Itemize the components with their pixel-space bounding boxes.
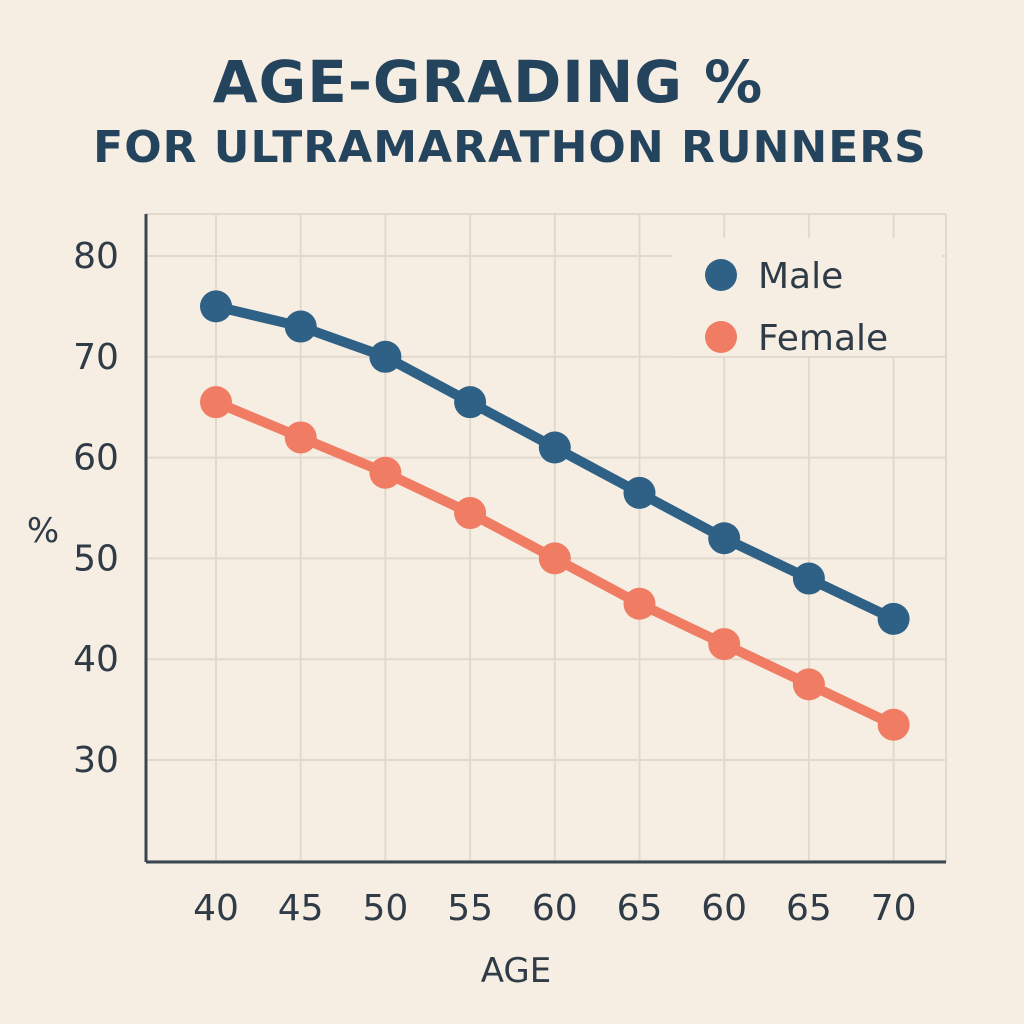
data-point-female — [623, 587, 656, 620]
y-tick-label: 40 — [73, 639, 119, 680]
data-point-male — [877, 602, 910, 635]
data-point-male — [538, 431, 571, 464]
series — [200, 290, 910, 741]
chart-title: AGE-GRADING % — [212, 48, 764, 116]
x-tick-label: 60 — [701, 888, 747, 929]
data-point-female — [284, 421, 317, 454]
chart-subtitle: FOR ULTRAMARATHON RUNNERS — [93, 122, 927, 173]
data-point-male — [200, 290, 232, 323]
x-tick-label: 65 — [617, 888, 663, 929]
y-tick-label: 80 — [73, 236, 119, 277]
legend-marker-female — [705, 321, 737, 353]
x-tick-label: 45 — [278, 888, 324, 929]
y-axis-title: % — [27, 511, 59, 551]
axes — [144, 214, 946, 864]
data-point-female — [200, 386, 232, 419]
data-point-male — [623, 476, 656, 509]
x-tick-label: 55 — [447, 888, 493, 929]
y-tick-label: 70 — [73, 337, 119, 378]
data-point-male — [284, 310, 317, 343]
data-point-female — [538, 542, 571, 575]
data-point-male — [792, 562, 825, 595]
x-tick-label: 40 — [193, 888, 239, 929]
y-tick-label: 60 — [73, 438, 119, 479]
legend-marker-male — [705, 259, 737, 291]
x-tick-label: 60 — [532, 888, 578, 929]
data-point-male — [708, 522, 741, 555]
x-axis-title: AGE — [481, 951, 552, 991]
data-point-female — [792, 668, 825, 701]
x-tick-label: 70 — [871, 888, 917, 929]
tick-labels: 80 70 60 50 40 30 40 45 50 55 60 65 60 65 70 — [73, 236, 916, 929]
data-point-female — [454, 497, 487, 530]
y-tick-label: 30 — [73, 740, 119, 781]
data-point-male — [369, 340, 402, 373]
data-point-female — [369, 456, 402, 489]
data-point-male — [454, 386, 487, 419]
data-point-female — [877, 708, 910, 741]
data-point-female — [708, 628, 741, 661]
legend: Male Female — [705, 256, 888, 359]
y-tick-label: 50 — [73, 538, 119, 579]
legend-label-female: Female — [758, 318, 888, 359]
legend-label-male: Male — [758, 256, 843, 297]
x-tick-label: 65 — [786, 888, 832, 929]
x-tick-label: 50 — [362, 888, 408, 929]
